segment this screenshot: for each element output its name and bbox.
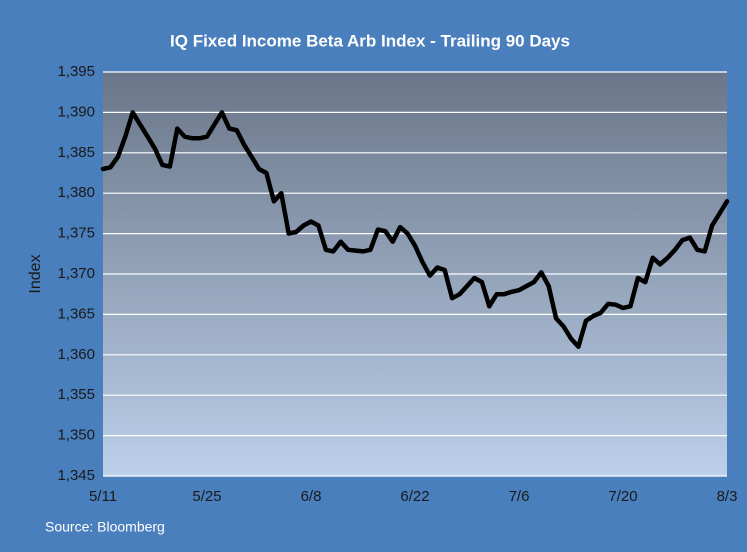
y-tick-label: 1,350 — [57, 427, 95, 444]
y-tick-label: 1,355 — [57, 386, 95, 403]
x-tick-label: 8/3 — [717, 488, 738, 505]
y-tick-label: 1,380 — [57, 184, 95, 201]
x-tick-label: 5/25 — [192, 488, 221, 505]
y-tick-label: 1,395 — [57, 63, 95, 80]
data-line — [100, 110, 730, 349]
x-tick-label: 6/8 — [301, 488, 322, 505]
x-tick-label: 7/20 — [608, 488, 637, 505]
x-tick-label: 6/22 — [400, 488, 429, 505]
y-tick-label: 1,345 — [57, 467, 95, 484]
source-note: Source: Bloomberg — [45, 519, 165, 535]
chart-title: IQ Fixed Income Beta Arb Index - Trailin… — [170, 31, 570, 50]
y-tick-label: 1,390 — [57, 103, 95, 120]
y-tick-label: 1,370 — [57, 265, 95, 282]
y-tick-label: 1,375 — [57, 225, 95, 242]
y-tick-label: 1,385 — [57, 144, 95, 161]
y-axis-label: Index — [27, 254, 44, 293]
y-tick-label: 1,365 — [57, 305, 95, 322]
x-tick-label: 5/11 — [89, 488, 117, 505]
x-tick-label: 7/6 — [509, 488, 530, 505]
y-tick-label: 1,360 — [57, 346, 95, 363]
